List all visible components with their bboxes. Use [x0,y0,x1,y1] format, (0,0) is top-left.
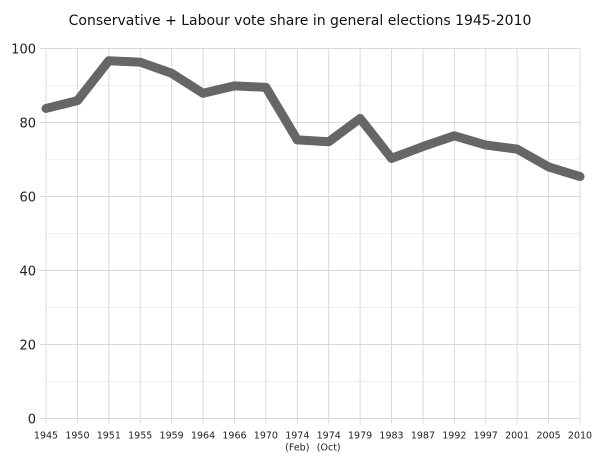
x-tick-sublabel: (Oct) [317,443,341,454]
y-tick-label: 0 [28,413,36,428]
x-tick-label: 1992 [442,431,466,442]
x-tick-label: 1983 [379,431,403,442]
x-tick-label: 1974 [285,431,309,442]
y-tick-label: 40 [19,265,36,280]
x-tick-label: 1945 [34,431,58,442]
x-tick-label: 1970 [254,431,278,442]
x-tick-label: 2001 [505,431,529,442]
x-tick-label: 1950 [65,431,89,442]
x-tick-label: 1997 [474,431,498,442]
x-tick-label: 1987 [411,431,435,442]
y-tick-label: 20 [19,339,36,354]
x-tick-label: 2005 [536,431,560,442]
y-tick-label: 80 [19,117,36,132]
x-tick-label: 1959 [160,431,184,442]
series [41,56,585,182]
x-axis: 1945 1950 1951 1955 1959 1964 1966 1970 1974(Feb… [34,431,592,454]
x-tick-label: 1966 [222,431,246,442]
x-tick-label: 2010 [568,431,592,442]
y-axis: 0 20 40 60 80 100 [11,43,36,428]
x-tick-label: 1979 [348,431,372,442]
y-tick-label: 100 [11,43,36,58]
x-tick-label: 1974 [317,431,341,442]
x-tick-label: 1964 [191,431,215,442]
grid [40,48,581,424]
series-line [41,56,585,182]
chart-title: Conservative + Labour vote share in gene… [69,13,532,29]
x-tick-label: 1955 [128,431,152,442]
x-tick-label: 1951 [97,431,121,442]
y-tick-label: 60 [19,191,36,206]
x-tick-sublabel: (Feb) [285,443,309,454]
